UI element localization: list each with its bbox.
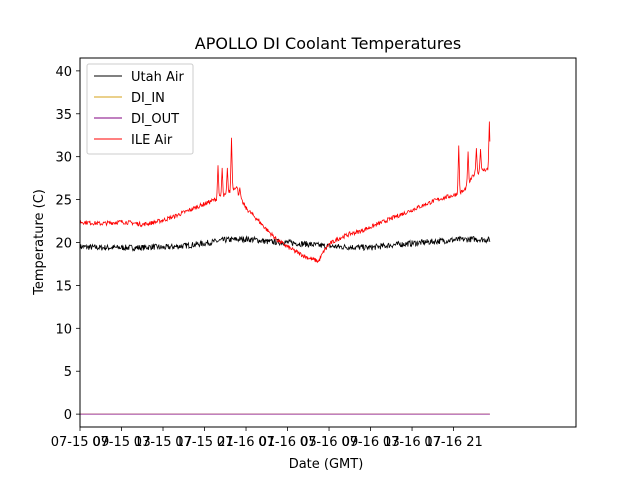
y-tick-label: 10 [55,322,72,337]
y-tick-label: 0 [64,408,72,423]
series-line-utah-air [79,235,491,252]
y-tick-label: 30 [55,151,72,166]
y-tick-label: 15 [55,279,72,294]
legend-label: DI_OUT [131,112,179,127]
legend-box [86,63,194,155]
x-tick-label: 07-16 17 [383,435,441,450]
y-axis: 0 5 10 15 20 25 30 35 40 [55,65,80,423]
x-tick-label: 07-15 09 [51,435,109,450]
series-line-ile-air [79,121,491,264]
x-axis-label: Date (GMT) [289,457,364,472]
legend-label: DI_IN [131,91,165,106]
chart-title: APOLLO DI Coolant Temperatures [195,34,461,53]
x-tick-label: 07-16 05 [258,435,316,450]
y-tick-label: 20 [55,237,72,252]
y-tick-label: 35 [55,108,72,123]
x-tick-label: 07-15 21 [175,435,233,450]
x-tick-label: 07-16 09 [300,435,358,450]
series-layer [79,121,491,415]
legend: Utah Air DI_IN DI_OUT ILE Air [86,63,194,155]
y-tick-label: 5 [64,365,72,380]
x-tick-label: 07-15 17 [134,435,192,450]
legend-label: Utah Air [131,70,184,85]
y-tick-label: 25 [55,194,72,209]
x-tick-label: 07-15 13 [92,435,150,450]
y-tick-label: 40 [55,65,72,80]
legend-label: ILE Air [131,133,173,148]
x-tick-label: 07-16 21 [424,435,482,450]
x-tick-label: 07-16 01 [217,435,275,450]
x-tick-label: 07-16 13 [341,435,399,450]
y-axis-label: Temperature (C) [32,189,47,296]
